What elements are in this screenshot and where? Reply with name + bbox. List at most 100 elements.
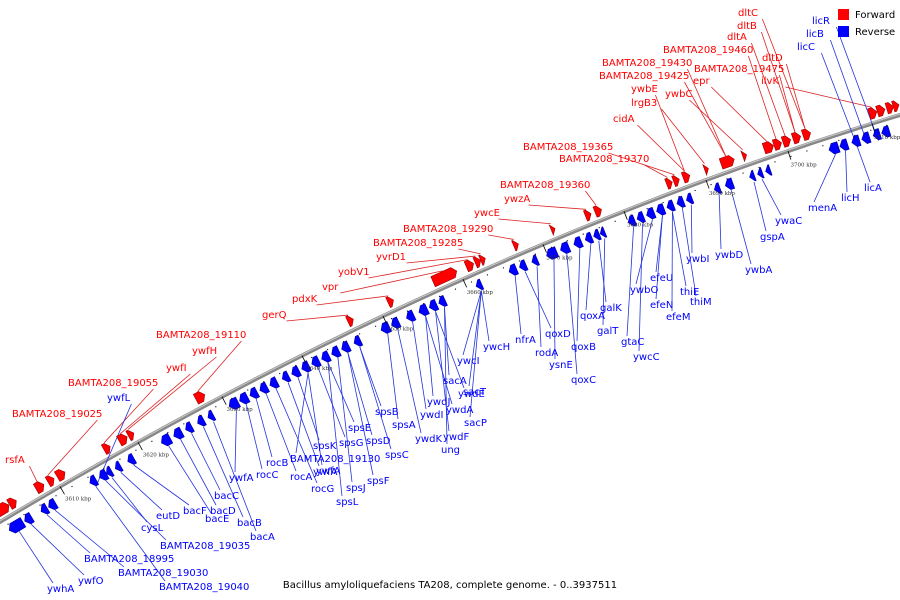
reverse-gene-block xyxy=(749,169,757,182)
reverse-gene-block xyxy=(185,421,195,434)
scale-minor-tick xyxy=(582,233,584,235)
reverse-leader-line xyxy=(821,52,858,148)
scale-minor-tick xyxy=(838,139,840,142)
reverse-gene-label: licR xyxy=(812,16,830,27)
scale-minor-tick xyxy=(870,129,872,131)
scale-tick-label: 3610 kbp xyxy=(65,497,92,503)
forward-leader-line xyxy=(528,204,587,210)
reverse-gene-block xyxy=(429,298,440,312)
reverse-gene-label: rodA xyxy=(535,348,558,359)
reverse-leader-line xyxy=(553,259,556,360)
reverse-gene-block xyxy=(872,128,882,141)
reverse-gene-label: ywcC xyxy=(633,352,660,363)
reverse-gene-block xyxy=(48,497,59,511)
scale-minor-tick xyxy=(87,476,89,478)
scale-minor-tick xyxy=(790,155,792,158)
forward-gene-label: epr xyxy=(693,76,711,87)
scale-minor-tick xyxy=(678,195,680,198)
forward-leader-line xyxy=(47,419,98,476)
reverse-leader-line xyxy=(359,346,392,450)
reverse-leader-line xyxy=(857,146,871,183)
reverse-gene-label: sacA xyxy=(443,376,467,387)
forward-gene-label: BAMTA208_19285 xyxy=(373,238,463,249)
reverse-gene-block xyxy=(331,345,342,358)
forward-gene-block xyxy=(771,138,782,151)
reverse-leader-line xyxy=(54,509,125,568)
reverse-genes xyxy=(8,125,892,534)
reverse-gene-block xyxy=(418,303,430,317)
reverse-gene-label: rocA xyxy=(290,472,313,483)
reverse-gene-label: ywfL xyxy=(107,393,131,404)
scale-minor-tick xyxy=(806,150,808,152)
scale-tick-label: 3640 kbp xyxy=(306,366,333,372)
reverse-gene-label: galT xyxy=(597,326,619,337)
reverse-gene-block xyxy=(636,211,646,224)
reverse-gene-block xyxy=(197,414,207,427)
reverse-gene-block xyxy=(406,309,417,322)
scale-minor-tick xyxy=(135,449,137,451)
reverse-leader-line xyxy=(690,204,693,254)
reverse-gene-block xyxy=(593,228,602,241)
scale-tick-mark xyxy=(787,150,792,160)
forward-gene-label: BAMTA208_19055 xyxy=(68,378,158,389)
reverse-gene-label: licH xyxy=(841,193,860,204)
reverse-leader-line xyxy=(255,398,273,458)
scale-tick-mark xyxy=(871,123,876,133)
scale-minor-tick xyxy=(295,364,297,367)
reverse-leader-line xyxy=(295,372,309,454)
reverse-gene-label: spsL xyxy=(336,497,359,508)
forward-gene-block xyxy=(718,155,735,170)
forward-gene-label: BAMTA208_19110 xyxy=(156,330,246,341)
forward-gene-block xyxy=(702,163,709,177)
scale-tick-mark xyxy=(137,441,143,451)
scale-minor-tick xyxy=(886,124,888,126)
forward-leader-line xyxy=(368,259,468,279)
reverse-leader-line xyxy=(626,226,634,337)
forward-gene-block xyxy=(592,205,602,218)
reverse-leader-line xyxy=(111,477,148,523)
forward-gene-label: gerQ xyxy=(262,310,287,321)
reverse-gene-label: ywdI xyxy=(420,410,443,421)
scale-minor-tick xyxy=(103,467,105,469)
reverse-gene-label: qoxD xyxy=(545,329,571,340)
scale-minor-tick xyxy=(774,161,776,163)
reverse-leader-line xyxy=(18,531,54,584)
forward-gene-label: cidA xyxy=(613,114,635,125)
forward-gene-label: ywcE xyxy=(474,208,500,219)
reverse-gene-block xyxy=(391,316,402,329)
reverse-gene-block xyxy=(584,231,595,244)
reverse-gene-label: gspA xyxy=(760,232,785,243)
forward-leader-line xyxy=(127,356,217,430)
forward-gene-label: yvrD1 xyxy=(376,252,406,263)
reverse-leader-line xyxy=(412,321,427,410)
reverse-gene-label: gtaC xyxy=(621,337,644,348)
reverse-gene-label: spsA xyxy=(392,420,416,431)
reverse-gene-label: spsD xyxy=(366,436,391,447)
reverse-leader-line xyxy=(753,181,767,232)
scale-minor-tick xyxy=(454,288,457,290)
scale-minor-tick xyxy=(758,166,760,169)
forward-gene-block xyxy=(884,102,894,115)
scale-minor-tick xyxy=(662,201,664,204)
reverse-gene-labels: ywhA ywfO BAMTA208_18995 BAMTA208_19030 BAMT… xyxy=(47,16,882,595)
scale-minor-tick xyxy=(630,214,632,216)
forward-gene-label: dltB xyxy=(737,21,757,32)
reverse-gene-label: ywcI xyxy=(457,356,480,367)
forward-gene-block xyxy=(192,391,206,405)
reverse-gene-label: spsJ xyxy=(346,483,366,494)
scale-minor-tick xyxy=(566,240,568,242)
forward-gene-label: BAMTA208_19425 xyxy=(599,71,689,82)
forward-leader-line xyxy=(286,314,349,322)
reverse-gene-block xyxy=(656,203,667,216)
reverse-leader-line xyxy=(46,514,91,554)
forward-gene-block xyxy=(875,104,886,118)
forward-gene-block xyxy=(125,429,135,442)
reverse-gene-label: galK xyxy=(600,303,622,314)
reverse-gene-label: BAMTA208_19040 xyxy=(159,582,249,593)
reverse-gene-label: ywcH xyxy=(483,342,510,353)
forward-gene-block xyxy=(53,469,66,482)
scale-tick-label: 3650 kbp xyxy=(387,327,414,333)
forward-gene-block xyxy=(100,443,111,455)
forward-gene-block xyxy=(0,501,10,518)
scale-minor-tick xyxy=(327,348,329,351)
